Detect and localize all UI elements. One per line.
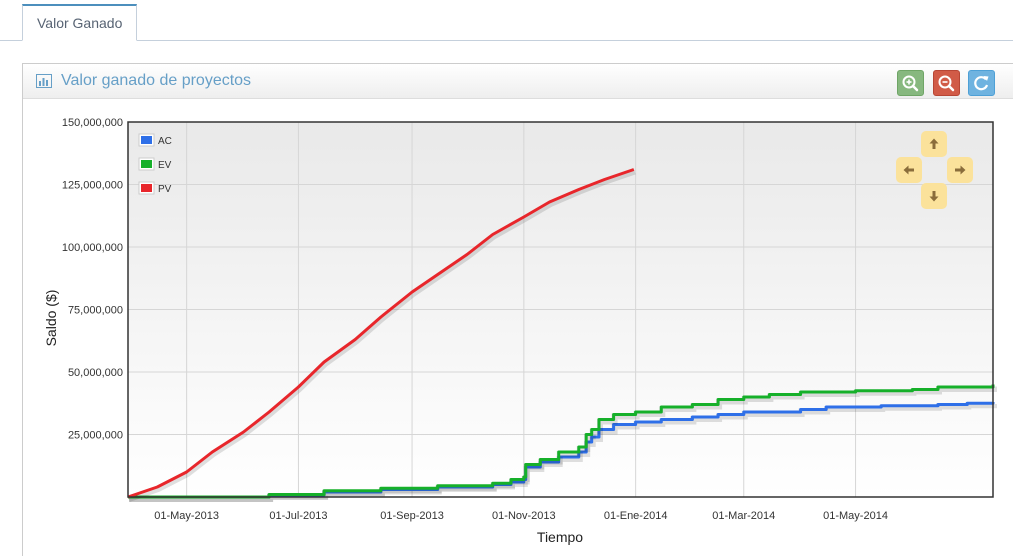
tab-valor-ganado[interactable]: Valor Ganado <box>22 4 138 41</box>
tab-bar: Valor Ganado <box>0 0 1013 41</box>
zoom-out-button[interactable] <box>933 70 960 96</box>
x-tick-label: 01-Sep-2013 <box>380 510 444 522</box>
arrow-right-icon <box>955 165 966 175</box>
x-axis-label: Tiempo <box>537 529 583 545</box>
bar-chart-icon <box>36 74 52 88</box>
legend-swatch-pv <box>141 184 152 192</box>
y-tick-label: 25,000,000 <box>68 430 123 442</box>
pan-left-button[interactable] <box>896 157 922 183</box>
legend-label-pv: PV <box>158 184 172 195</box>
x-tick-label: 01-Jul-2013 <box>269 510 327 522</box>
x-tick-label: 01-Nov-2013 <box>492 510 556 522</box>
series-shadow-pv <box>128 168 636 502</box>
legend-label-ev: EV <box>158 160 172 171</box>
legend-label-ac: AC <box>158 136 172 147</box>
plot-border <box>127 121 994 498</box>
legend-swatch-ac <box>141 136 152 144</box>
series-line-ev <box>128 384 995 499</box>
x-tick-label: 01-May-2013 <box>154 510 219 522</box>
series-line-pv <box>127 168 635 499</box>
zoom-in-icon <box>902 75 919 92</box>
grid <box>128 121 993 497</box>
legend-swatch-ev <box>141 160 152 168</box>
y-tick-label: 75,000,000 <box>68 305 123 317</box>
y-tick-label: 50,000,000 <box>68 367 123 379</box>
x-tick-label: 01-Ene-2014 <box>604 510 668 522</box>
y-axis-label: Saldo ($) <box>43 290 59 347</box>
widget-title: Valor ganado de proyectos <box>61 72 252 89</box>
y-tick-label: 100,000,000 <box>62 242 123 254</box>
pan-right-button[interactable] <box>947 157 973 183</box>
y-tick-label: 150,000,000 <box>62 117 123 129</box>
zoom-in-button[interactable] <box>897 70 924 96</box>
y-ticks: 25,000,000 50,000,000 75,000,000 100,000,00… <box>62 117 123 442</box>
refresh-button[interactable] <box>968 70 995 96</box>
refresh-icon <box>974 76 989 91</box>
pan-up-button[interactable] <box>921 131 947 157</box>
pan-down-button[interactable] <box>921 183 947 209</box>
x-tick-label: 01-May-2014 <box>823 510 888 522</box>
widget-header: Valor ganado de proyectos <box>23 64 1013 99</box>
zoom-out-icon <box>938 75 955 92</box>
y-tick-label: 125,000,000 <box>62 180 123 192</box>
arrow-down-icon <box>929 191 939 202</box>
legend: AC EV PV <box>138 133 172 195</box>
x-tick-label: 01-Mar-2014 <box>712 510 775 522</box>
arrow-up-icon <box>929 138 939 149</box>
arrow-left-icon <box>903 165 914 175</box>
x-ticks: 01-May-2013 01-Jul-2013 01-Sep-2013 01-Nov-… <box>154 510 888 522</box>
series-layer <box>127 168 997 502</box>
